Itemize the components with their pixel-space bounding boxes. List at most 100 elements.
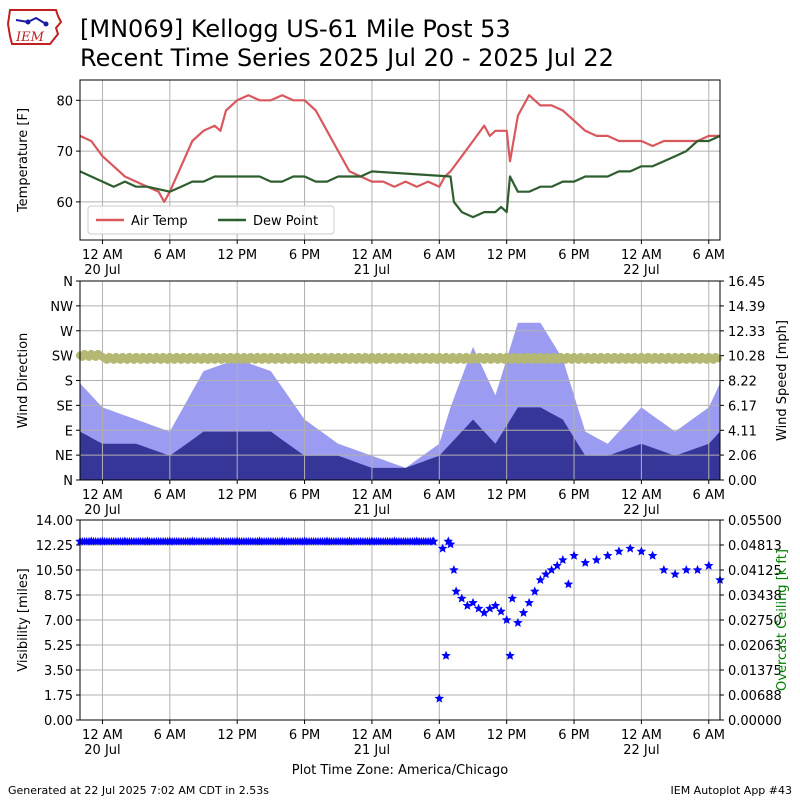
x-tick-label: 6 AM [423, 728, 456, 743]
y2-tick-label: 0.00000 [728, 714, 782, 729]
air-temp-line [79, 94, 720, 203]
x-tick-label: 12 AM [621, 728, 662, 743]
visibility-point [670, 569, 680, 579]
visibility-point [437, 543, 448, 553]
x-tick-label: 12 AM [82, 488, 123, 503]
x-tick-label: 6 AM [693, 488, 726, 503]
y-tick-label: W [60, 325, 73, 340]
visibility-point [367, 536, 377, 546]
visibility-point [485, 603, 495, 613]
y-tick-label: 10.50 [36, 564, 73, 579]
visibility-point [490, 600, 501, 610]
x-tick-label: 6 AM [423, 488, 456, 503]
visibility-point [704, 560, 714, 570]
visibility-point [344, 536, 355, 546]
generated-note: Generated at 22 Jul 2025 7:02 AM CDT in … [8, 784, 269, 797]
visibility-point [501, 615, 512, 624]
y-tick-label: S [65, 375, 73, 390]
x-tick-label: 6 PM [289, 728, 320, 743]
y2-tick-label: 0.00688 [728, 689, 782, 704]
y2-axis-label: Wind Speed [mph] [775, 320, 790, 441]
x-tick-label: 6 PM [558, 488, 589, 503]
x-date-label: 21 Jul [354, 503, 390, 518]
visibility-point [507, 593, 517, 603]
visibility-point [445, 539, 456, 549]
visibility-point [434, 693, 445, 703]
visibility-point [462, 600, 473, 610]
visibility-point [428, 536, 439, 546]
visibility-point [563, 579, 574, 589]
x-tick-label: 12 AM [352, 728, 393, 743]
visibility-point [535, 575, 546, 584]
visibility-point [636, 546, 647, 556]
y2-tick-label: 4.11 [728, 424, 757, 439]
app-label: IEM Autoplot App #43 [670, 784, 793, 797]
x-axis-label: Plot Time Zone: America/Chicago [291, 763, 509, 778]
visibility-point [692, 565, 703, 574]
y2-tick-label: 0.00 [728, 474, 757, 489]
x-tick-label: 6 AM [423, 248, 456, 263]
axes-frame [79, 519, 721, 721]
y-tick-label: 5.25 [44, 639, 73, 654]
visibility-point [524, 597, 534, 607]
visibility-point [681, 565, 692, 574]
y-axis-label: Visibility [miles] [16, 568, 31, 671]
x-date-label: 21 Jul [354, 263, 390, 278]
y-tick-label: 8.75 [44, 589, 73, 604]
y-axis-label: Wind Direction [16, 333, 31, 429]
x-tick-label: 6 PM [289, 248, 320, 263]
y2-tick-label: 12.33 [728, 325, 765, 340]
visibility-point [552, 560, 562, 570]
x-date-label: 21 Jul [354, 743, 390, 758]
x-tick-label: 12 PM [217, 488, 257, 503]
legend-box [87, 205, 335, 235]
y-tick-label: 14.00 [36, 514, 73, 529]
chart-title-line1: [MN069] Kellogg US-61 Mile Post 53 [80, 15, 511, 43]
visibility-point [603, 550, 613, 560]
y2-tick-label: 0.04813 [728, 539, 782, 554]
dew-point-line [79, 134, 721, 219]
x-tick-label: 12 PM [487, 248, 527, 263]
visibility-point [541, 569, 551, 579]
visibility-point [473, 603, 484, 613]
visibility-point [625, 543, 635, 553]
y-tick-label: 70 [56, 145, 73, 160]
visibility-point [120, 536, 130, 546]
iem-logo: IEM [6, 6, 64, 54]
y-tick-label: 80 [56, 94, 73, 109]
visibility-point [449, 565, 459, 574]
visibility-point [468, 597, 478, 607]
visibility-point [457, 593, 467, 603]
visibility-point [546, 565, 557, 574]
visibility-point [505, 650, 515, 660]
y2-tick-label: 0.03438 [728, 589, 782, 604]
visibility-point [441, 650, 451, 660]
wind-panel: N NE E SE S SW W NW N 0.00 2.06 4.11 6.17 8.22 10.28 12… [16, 275, 790, 518]
visibility-panel: 0.00 1.75 3.50 5.25 7.00 8.75 10.50 12.25 14.00 0… [16, 514, 790, 758]
y-tick-label: SW [52, 350, 73, 365]
visibility-point [254, 536, 265, 546]
y-tick-label: 12.25 [36, 539, 73, 554]
visibility-point [558, 555, 568, 564]
y-tick-label: NE [55, 449, 73, 464]
legend-label-dew-point: Dew Point [253, 214, 318, 229]
legend-label-air-temp: Air Temp [131, 214, 188, 229]
visibility-point [187, 536, 197, 546]
visibility-point [614, 546, 624, 556]
x-tick-label: 6 AM [154, 488, 187, 503]
y2-tick-label: 16.45 [728, 275, 765, 290]
y-tick-label: 0.00 [44, 714, 73, 729]
visibility-point [232, 536, 242, 546]
axes-frame [79, 280, 721, 481]
visibility-point [97, 536, 108, 546]
y-tick-label: SE [57, 399, 73, 414]
x-date-label: 22 Jul [623, 503, 659, 518]
visibility-point [513, 617, 523, 627]
y-tick-label: NW [50, 300, 73, 315]
y-axis-label: Temperature [F] [16, 108, 31, 213]
y2-tick-label: 8.22 [728, 375, 757, 390]
y2-tick-label: 14.39 [728, 300, 765, 315]
visibility-point [389, 536, 400, 546]
x-tick-label: 12 AM [82, 248, 123, 263]
